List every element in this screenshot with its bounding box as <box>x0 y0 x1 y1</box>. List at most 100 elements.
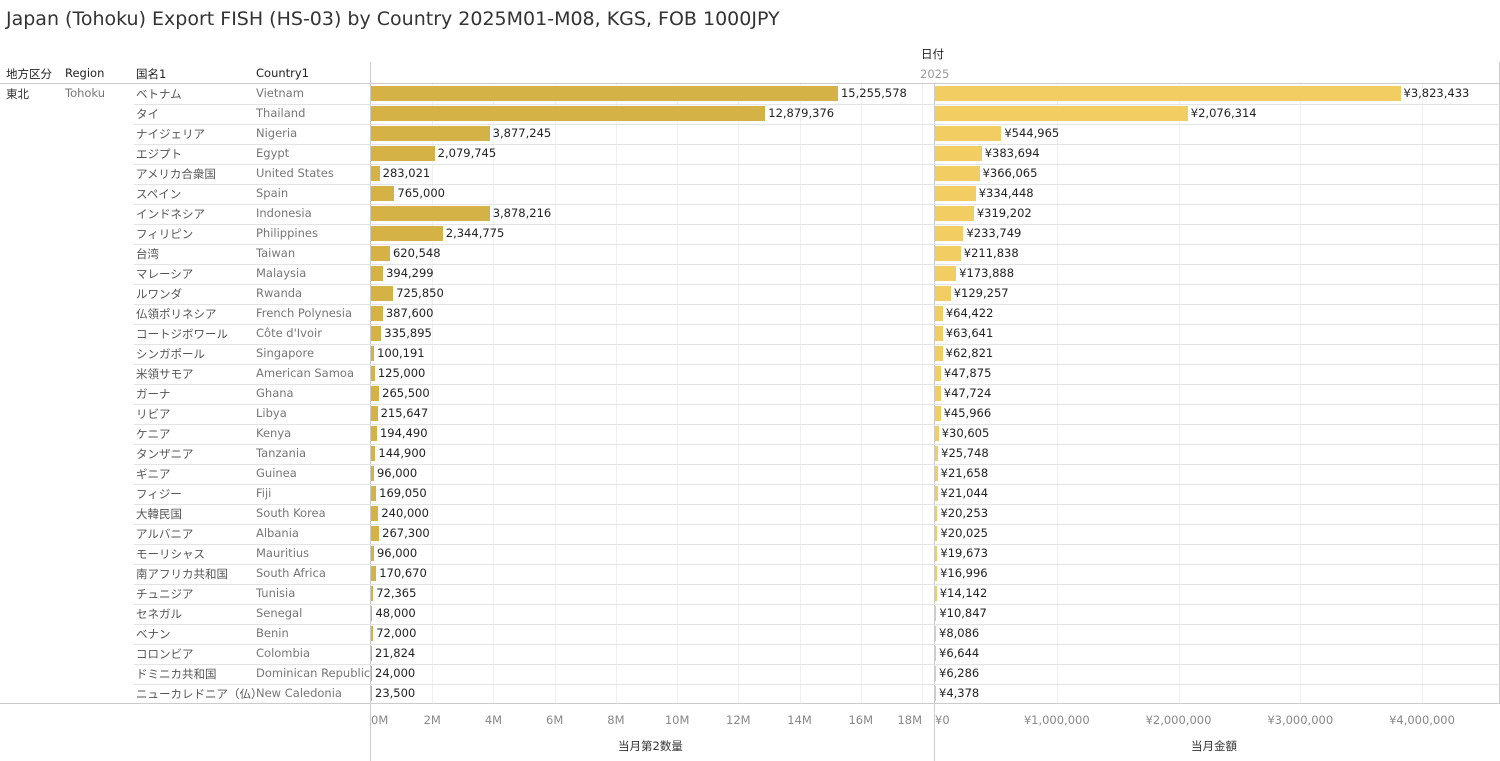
country-jp-cell: リビア <box>136 407 171 421</box>
qty-data-label: 170,670 <box>379 566 427 580</box>
region-jp-cell: 東北 <box>6 87 29 101</box>
row-divider <box>134 584 1500 585</box>
country-jp-header[interactable]: 国名1 <box>136 67 167 81</box>
axis-tick-label: ¥1,000,000 <box>1023 713 1090 727</box>
qty-bar <box>371 386 380 401</box>
country-jp-cell: ドミニカ共和国 <box>136 667 217 681</box>
row-divider <box>134 664 1500 665</box>
qty-bar <box>371 146 435 161</box>
qty-bar <box>371 286 394 301</box>
country-header[interactable]: Country1 <box>256 66 310 80</box>
value-bar <box>935 146 982 161</box>
qty-data-label: 21,824 <box>375 646 416 660</box>
qty-bar <box>371 566 377 581</box>
value-bar <box>935 526 938 541</box>
axis-divider <box>0 703 1500 704</box>
value-bar <box>935 346 943 361</box>
qty-bar <box>371 106 766 121</box>
qty-data-label: 96,000 <box>376 546 418 560</box>
value-bar <box>935 626 936 641</box>
qty-bar <box>371 466 374 481</box>
region-header[interactable]: Region <box>65 66 105 80</box>
country-cell: Malaysia <box>256 266 307 280</box>
country-cell: Guinea <box>256 466 297 480</box>
value-data-label: ¥25,748 <box>941 446 989 460</box>
qty-bar <box>371 86 838 101</box>
country-jp-cell: 仏領ポリネシア <box>136 307 217 321</box>
qty-data-label: 100,191 <box>377 346 425 360</box>
qty-bar <box>371 246 390 261</box>
row-divider <box>134 484 1500 485</box>
axis-tick-label: 18M <box>897 713 922 727</box>
country-cell: Singapore <box>256 346 315 360</box>
row-divider <box>134 304 1500 305</box>
value-data-label: ¥47,875 <box>943 366 992 380</box>
qty-data-label: 24,000 <box>375 666 416 680</box>
country-jp-cell: インドネシア <box>136 207 205 221</box>
value-bar <box>935 86 1401 101</box>
country-cell: New Caledonia <box>256 686 342 700</box>
value-data-label: ¥319,202 <box>976 206 1032 220</box>
country-cell: South Korea <box>256 506 326 520</box>
value-bar <box>935 466 938 481</box>
value-bar <box>935 106 1188 121</box>
row-divider <box>134 544 1500 545</box>
value-data-label: ¥47,724 <box>943 386 992 400</box>
qty-data-label: 240,000 <box>381 506 429 520</box>
gridline <box>493 84 495 703</box>
value-bar <box>935 226 964 241</box>
qty-data-label: 765,000 <box>397 186 445 200</box>
region-jp-header[interactable]: 地方区分 <box>6 67 52 81</box>
value-bar <box>935 366 941 381</box>
qty-data-label: 144,900 <box>378 446 426 460</box>
row-divider <box>134 604 1500 605</box>
axis-tick-label: ¥4,000,000 <box>1389 713 1455 727</box>
value-bar <box>935 586 937 601</box>
gridline <box>432 84 434 703</box>
value-data-label: ¥129,257 <box>953 286 1009 300</box>
value-axis-title: 当月金額 <box>1191 739 1237 753</box>
country-jp-cell: スペイン <box>136 187 182 201</box>
qty-bar <box>371 506 379 521</box>
row-divider <box>134 144 1500 145</box>
value-data-label: ¥30,605 <box>941 426 990 440</box>
row-divider <box>134 624 1500 625</box>
country-cell: Côte d'Ivoir <box>256 326 322 340</box>
value-data-label: ¥63,641 <box>945 326 994 340</box>
value-data-label: ¥4,378 <box>939 686 980 700</box>
value-data-label: ¥2,076,314 <box>1190 106 1257 120</box>
value-bar <box>935 266 957 281</box>
value-bar <box>935 446 939 461</box>
row-divider <box>134 164 1500 165</box>
axis-tick-label: 10M <box>664 713 690 727</box>
gridline <box>922 84 923 703</box>
gridline <box>860 84 862 703</box>
row-divider <box>134 504 1500 505</box>
country-cell: Fiji <box>256 486 272 500</box>
region-cell: Tohoku <box>65 86 106 100</box>
qty-data-label: 169,050 <box>379 486 427 500</box>
value-bar <box>935 166 980 181</box>
row-divider <box>134 284 1500 285</box>
qty-data-label: 725,850 <box>396 286 444 300</box>
value-data-label: ¥21,658 <box>940 466 989 480</box>
qty-data-label: 96,000 <box>376 466 418 480</box>
value-data-label: ¥233,749 <box>966 226 1022 240</box>
value-bar <box>935 646 936 661</box>
country-jp-cell: アメリカ合衆国 <box>136 167 216 181</box>
value-data-label: ¥20,025 <box>940 526 988 540</box>
value-bar <box>935 186 976 201</box>
value-bar <box>935 666 936 681</box>
qty-data-label: 215,647 <box>380 406 429 420</box>
country-jp-cell: タイ <box>136 107 159 121</box>
value-data-label: ¥16,996 <box>940 566 988 580</box>
country-jp-cell: 台湾 <box>136 247 159 261</box>
row-divider <box>134 184 1500 185</box>
qty-data-label: 12,879,376 <box>768 106 835 120</box>
value-data-label: ¥21,044 <box>940 486 989 500</box>
qty-data-label: 125,000 <box>377 366 426 380</box>
country-cell: Taiwan <box>256 246 296 260</box>
country-jp-cell: チュニジア <box>136 587 194 601</box>
country-cell: United States <box>256 166 334 180</box>
qty-data-label: 72,365 <box>376 586 417 600</box>
